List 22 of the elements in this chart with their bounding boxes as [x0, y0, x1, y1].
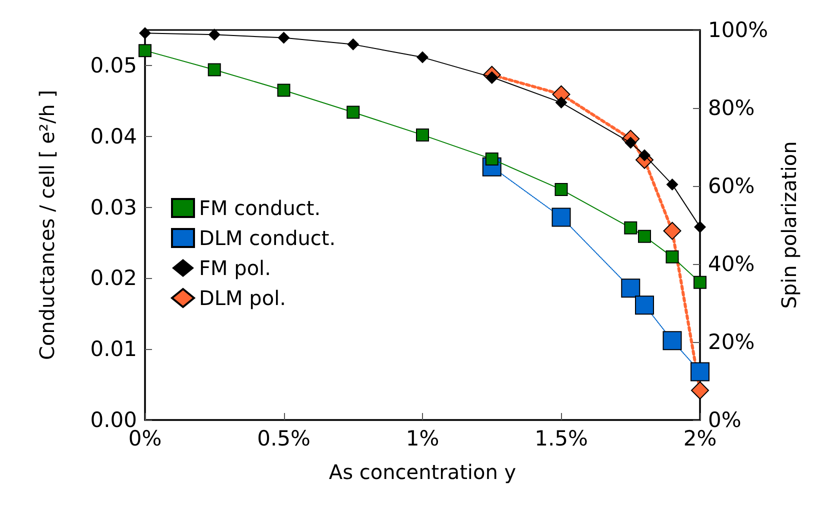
y-axis-title: Conductances / cell [ e²/h ]: [35, 90, 59, 360]
x-tick-label: 0%: [128, 426, 162, 450]
y2-tick-label: 60%: [708, 174, 755, 198]
y2-axis-title: Spin polarization: [776, 141, 801, 309]
x-tick-label: 2%: [683, 426, 717, 450]
y2-tick-label: 20%: [708, 330, 755, 354]
x-axis-title: As concentration y: [328, 460, 516, 484]
y-tick-label: 0.04: [90, 124, 137, 148]
y-tick-label: 0.05: [90, 53, 137, 78]
x-tick-label: 1%: [406, 426, 440, 450]
legend-label: DLM conduct.: [199, 226, 336, 250]
x-tick-label: 0.5%: [257, 426, 310, 450]
y2-tick-label: 100%: [708, 18, 768, 42]
y-tick-label: 0.01: [90, 337, 137, 362]
legend-label: FM pol.: [199, 256, 271, 280]
x-tick-label: 1.5%: [534, 426, 588, 450]
legend-label: FM conduct.: [199, 196, 321, 220]
y2-tick-label: 40%: [708, 252, 755, 276]
y2-tick-label: 80%: [708, 96, 755, 120]
y-tick-label: 0.02: [90, 266, 137, 290]
y-tick-label: 0.03: [90, 195, 137, 220]
legend-label: DLM pol.: [199, 286, 286, 310]
